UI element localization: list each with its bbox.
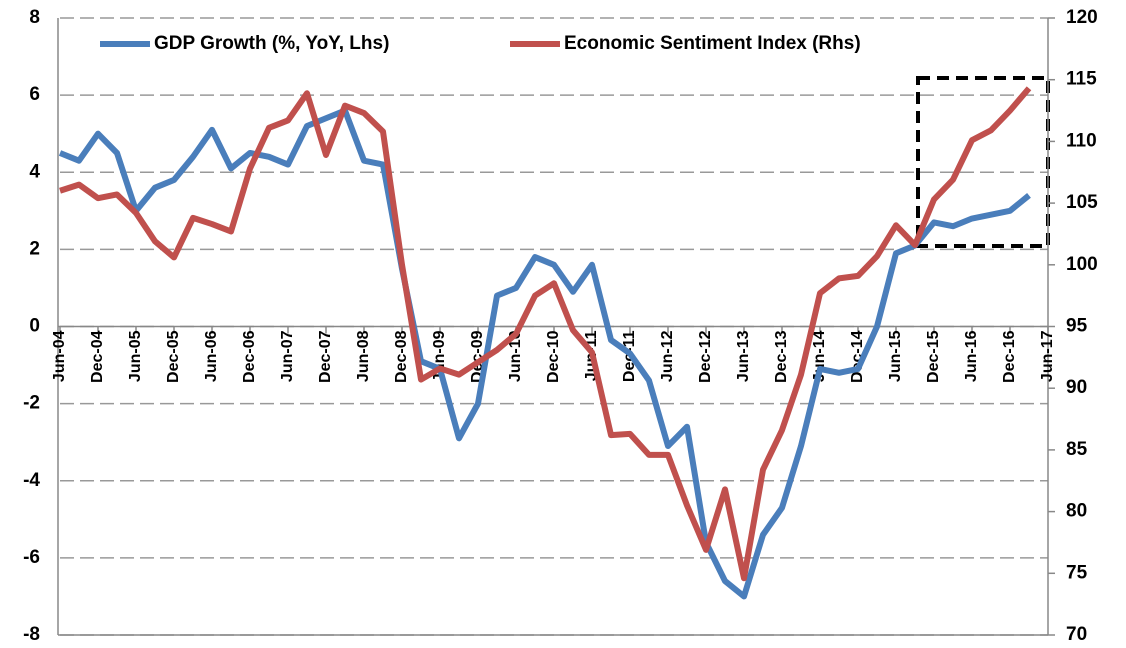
x-tick-label: Dec-12 (697, 330, 714, 383)
legend-label: GDP Growth (%, YoY, Lhs) (154, 33, 389, 54)
x-tick-label: Jun-15 (887, 330, 904, 382)
y-tick-label: -8 (23, 624, 40, 645)
x-tick-label: Dec-04 (89, 330, 106, 383)
y-tick-label: -4 (23, 470, 40, 491)
y-tick-label: -6 (23, 547, 40, 568)
x-tick-label: Dec-08 (393, 330, 410, 383)
y2-tick-label: 110 (1066, 130, 1097, 151)
y2-tick-label: 115 (1066, 69, 1097, 90)
y-tick-label: 8 (29, 7, 40, 28)
y-tick-label: 2 (29, 238, 40, 259)
y2-tick-label: 80 (1066, 501, 1087, 522)
x-tick-label: Dec-05 (165, 330, 182, 383)
y-tick-label: 0 (29, 316, 40, 337)
x-tick-label: Jun-07 (279, 330, 296, 382)
x-tick-label: Jun-16 (963, 330, 980, 382)
y2-tick-label: 85 (1066, 439, 1088, 460)
y2-tick-label: 75 (1066, 562, 1088, 583)
y2-tick-label: 70 (1066, 624, 1087, 645)
x-tick-label: Jun-04 (51, 330, 68, 382)
y2-tick-label: 90 (1066, 377, 1087, 398)
y-tick-label: 4 (29, 161, 40, 182)
x-tick-label: Jun-17 (1039, 330, 1056, 382)
legend-label: Economic Sentiment Index (Rhs) (564, 33, 861, 54)
x-tick-label: Dec-06 (241, 330, 258, 383)
y2-tick-label: 105 (1066, 192, 1098, 213)
x-tick-label: Jun-10 (507, 330, 524, 382)
x-tick-label: Jun-05 (127, 330, 144, 382)
series-line (58, 107, 1031, 600)
x-tick-label: Dec-16 (1001, 330, 1018, 383)
y-tick-label: -2 (23, 393, 40, 414)
x-tick-label: Dec-10 (545, 330, 562, 383)
x-tick-label: Jun-08 (355, 330, 372, 382)
y2-tick-label: 100 (1066, 254, 1098, 275)
x-tick-label: Jun-06 (203, 330, 220, 382)
x-tick-label: Jun-13 (735, 330, 752, 382)
x-tick-label: Dec-07 (317, 330, 334, 383)
series-line (59, 86, 1032, 582)
x-tick-label: Jun-12 (659, 330, 676, 382)
x-tick-label: Dec-15 (925, 330, 942, 383)
y2-tick-label: 120 (1066, 7, 1098, 28)
x-tick-label: Dec-13 (773, 330, 790, 383)
y-tick-label: 6 (29, 84, 40, 105)
y2-tick-label: 95 (1066, 316, 1088, 337)
